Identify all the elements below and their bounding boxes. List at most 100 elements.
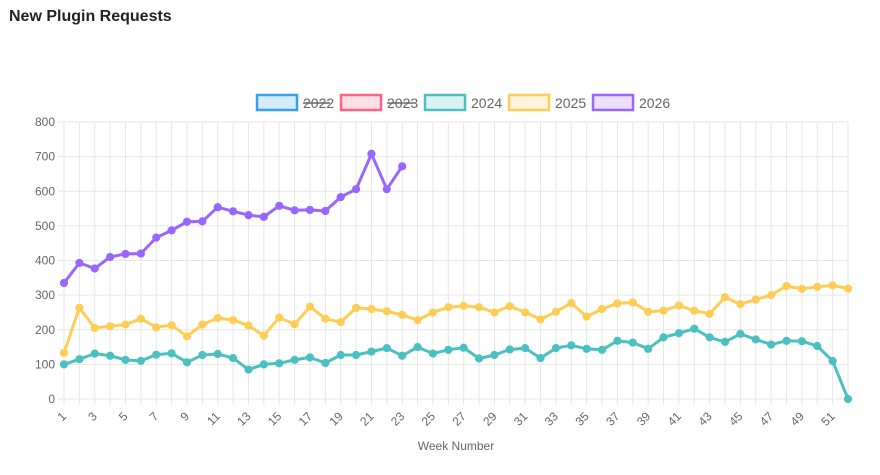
data-point-2026[interactable]	[136, 249, 145, 258]
data-point-2024[interactable]	[382, 344, 391, 353]
data-point-2025[interactable]	[90, 323, 99, 333]
data-point-2025[interactable]	[75, 303, 84, 313]
data-point-2026[interactable]	[275, 201, 284, 210]
legend-item-2025[interactable]: 2025	[507, 93, 586, 112]
data-point-2025[interactable]	[182, 332, 192, 341]
data-point-2026[interactable]	[59, 278, 69, 288]
data-point-2025[interactable]	[382, 307, 391, 316]
data-point-2024[interactable]	[444, 345, 453, 354]
data-point-2024[interactable]	[428, 349, 438, 358]
data-point-2024[interactable]	[674, 329, 684, 338]
data-point-2026[interactable]	[228, 207, 238, 216]
data-point-2024[interactable]	[628, 338, 637, 347]
data-point-2026[interactable]	[382, 185, 391, 194]
data-point-2025[interactable]	[321, 314, 330, 323]
data-point-2026[interactable]	[106, 252, 115, 262]
data-point-2025[interactable]	[813, 282, 822, 291]
legend-item-2023[interactable]: 2023	[339, 93, 418, 112]
data-point-2025[interactable]	[213, 313, 222, 323]
data-point-2025[interactable]	[228, 315, 238, 325]
data-point-2026[interactable]	[182, 217, 192, 226]
data-point-2025[interactable]	[644, 307, 653, 316]
data-point-2024[interactable]	[843, 394, 853, 404]
data-point-2026[interactable]	[398, 162, 407, 171]
data-point-2024[interactable]	[536, 354, 545, 363]
data-point-2024[interactable]	[59, 360, 69, 369]
data-point-2024[interactable]	[121, 355, 130, 364]
data-point-2025[interactable]	[690, 306, 699, 315]
data-point-2025[interactable]	[828, 281, 837, 290]
data-point-2024[interactable]	[597, 345, 607, 354]
data-point-2024[interactable]	[705, 333, 714, 342]
data-point-2024[interactable]	[782, 336, 791, 345]
data-point-2025[interactable]	[720, 293, 730, 302]
data-point-2026[interactable]	[305, 205, 315, 215]
data-point-2025[interactable]	[782, 282, 791, 291]
data-point-2024[interactable]	[167, 349, 176, 358]
legend-item-2022[interactable]: 2022	[255, 93, 334, 112]
data-point-2025[interactable]	[628, 298, 637, 307]
data-point-2024[interactable]	[351, 350, 361, 360]
data-point-2025[interactable]	[843, 284, 853, 293]
data-point-2024[interactable]	[90, 349, 99, 358]
data-point-2024[interactable]	[398, 351, 407, 360]
data-point-2024[interactable]	[474, 354, 484, 363]
data-point-2026[interactable]	[152, 233, 161, 242]
data-point-2024[interactable]	[136, 356, 145, 366]
data-point-2025[interactable]	[152, 323, 161, 332]
data-point-2024[interactable]	[413, 342, 422, 352]
data-point-2024[interactable]	[305, 353, 315, 362]
data-point-2024[interactable]	[659, 333, 668, 342]
data-point-2025[interactable]	[290, 320, 299, 329]
data-point-2026[interactable]	[167, 226, 176, 235]
data-point-2024[interactable]	[751, 335, 760, 344]
data-point-2024[interactable]	[367, 347, 376, 356]
data-point-2026[interactable]	[75, 258, 84, 268]
data-point-2024[interactable]	[690, 324, 699, 333]
data-point-2024[interactable]	[644, 344, 653, 353]
data-point-2024[interactable]	[736, 329, 745, 339]
data-point-2025[interactable]	[305, 302, 315, 311]
data-point-2025[interactable]	[767, 291, 776, 300]
data-point-2025[interactable]	[444, 303, 453, 312]
data-point-2025[interactable]	[474, 303, 484, 312]
data-point-2024[interactable]	[213, 349, 222, 359]
data-point-2025[interactable]	[521, 308, 530, 317]
data-point-2025[interactable]	[351, 303, 361, 313]
data-point-2024[interactable]	[106, 351, 115, 360]
data-point-2026[interactable]	[213, 203, 222, 212]
data-point-2025[interactable]	[582, 312, 591, 321]
data-point-2025[interactable]	[674, 301, 684, 310]
data-point-2024[interactable]	[490, 350, 499, 360]
data-point-2025[interactable]	[59, 348, 69, 358]
data-point-2026[interactable]	[290, 206, 299, 215]
data-point-2025[interactable]	[736, 300, 745, 309]
data-point-2026[interactable]	[367, 149, 376, 158]
legend-item-2026[interactable]: 2026	[591, 93, 670, 112]
data-point-2024[interactable]	[275, 359, 284, 368]
data-point-2024[interactable]	[613, 336, 622, 345]
data-point-2026[interactable]	[90, 264, 99, 273]
data-point-2026[interactable]	[121, 249, 130, 259]
data-point-2025[interactable]	[505, 302, 514, 311]
data-point-2025[interactable]	[490, 308, 499, 317]
data-point-2025[interactable]	[613, 299, 622, 308]
data-point-2024[interactable]	[321, 358, 330, 368]
data-point-2024[interactable]	[244, 365, 253, 374]
data-point-2024[interactable]	[813, 341, 822, 351]
data-point-2025[interactable]	[551, 307, 561, 316]
data-point-2025[interactable]	[336, 318, 345, 327]
data-point-2025[interactable]	[428, 308, 438, 317]
data-point-2024[interactable]	[797, 337, 806, 346]
data-point-2026[interactable]	[259, 212, 268, 221]
data-point-2024[interactable]	[459, 343, 468, 352]
data-point-2025[interactable]	[259, 331, 268, 340]
data-point-2024[interactable]	[198, 350, 207, 360]
data-point-2025[interactable]	[659, 306, 668, 315]
data-point-2026[interactable]	[351, 185, 361, 194]
data-point-2025[interactable]	[597, 304, 607, 314]
data-point-2025[interactable]	[567, 298, 576, 308]
data-point-2025[interactable]	[797, 284, 806, 293]
legend-item-2024[interactable]: 2024	[423, 93, 502, 112]
data-point-2024[interactable]	[152, 350, 161, 359]
